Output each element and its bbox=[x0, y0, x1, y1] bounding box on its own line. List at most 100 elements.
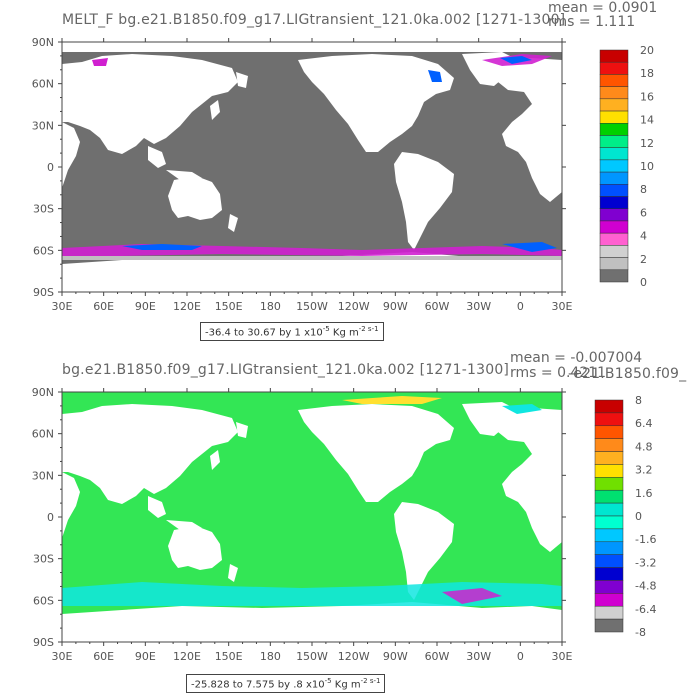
panel-2-colorbar-swatch bbox=[594, 399, 624, 414]
panel-1-range-units: Kg m bbox=[329, 327, 359, 339]
panel-1-colorbar-label: 14 bbox=[640, 114, 654, 127]
panel-1-eurasia bbox=[62, 54, 238, 154]
panel-1-colorbar-label: 12 bbox=[640, 137, 654, 150]
panel-2-lon-label: 150E bbox=[215, 650, 243, 663]
colorbar-layer: 2018161412108642086.44.83.21.60-1.6-3.2-… bbox=[594, 44, 656, 639]
panel-2-colorbar-swatch bbox=[594, 541, 624, 555]
panel-1-colorbar-label: 18 bbox=[640, 67, 654, 80]
panel-1-colorbar-swatch bbox=[599, 220, 629, 234]
panel-1-lat-label: 90N bbox=[32, 36, 54, 49]
panel-1-colorbar-label: 2 bbox=[640, 253, 647, 266]
panel-2-lat-label: 30N bbox=[32, 469, 54, 482]
panel-1-colorbar-label: 16 bbox=[640, 90, 654, 103]
panel-1-colorbar-swatch bbox=[599, 74, 629, 87]
panel-2-lon-label: 90W bbox=[383, 650, 408, 663]
panel-1-lon-label: 60E bbox=[93, 300, 114, 313]
panel-1-lon-label: 90E bbox=[135, 300, 156, 313]
panel-2-lon-label: 30W bbox=[466, 650, 491, 663]
panel-2-colorbar-swatch bbox=[594, 438, 624, 452]
panel-2-title: bg.e21.B1850.f09_g17.LIGtransient_121.0k… bbox=[62, 362, 510, 378]
panel-2-colorbar-swatch bbox=[594, 489, 624, 504]
panel-2-colorbar-label: -4.8 bbox=[635, 580, 656, 593]
panel-1-lon-label: 30W bbox=[466, 300, 491, 313]
panel-2-colorbar-label: 6.4 bbox=[635, 417, 653, 430]
panel-1-arctic-ice bbox=[62, 42, 562, 52]
panel-2-colorbar-swatch bbox=[594, 618, 624, 633]
panel-1-lat-label: 60N bbox=[32, 78, 54, 91]
panel-1-colorbar-swatch bbox=[599, 135, 629, 148]
panel-2-overlap-text: -e21.B1850.f09_ bbox=[568, 366, 687, 382]
panel-1-lon-label: 180 bbox=[260, 300, 281, 313]
panel-2-colorbar-label: 1.6 bbox=[635, 487, 653, 500]
panel-1-colorbar-swatch bbox=[599, 110, 629, 124]
panel-1-colorbar-label: 0 bbox=[640, 276, 647, 289]
panel-2-colorbar-label: -8 bbox=[635, 626, 646, 639]
panel-2-colorbar-label: -3.2 bbox=[635, 556, 656, 569]
panel-2-colorbar-label: 4.8 bbox=[635, 440, 653, 453]
panel-2-lon-label: 30E bbox=[552, 650, 573, 663]
panel-1-colorbar-swatch bbox=[599, 269, 629, 283]
panel-1-colorbar-swatch bbox=[599, 208, 629, 222]
panel-1-lon-label: 0 bbox=[517, 300, 524, 313]
panel-2-colorbar-swatch bbox=[594, 425, 624, 439]
panel-1-africa bbox=[62, 122, 80, 188]
panel-2-lon-label: 0 bbox=[517, 650, 524, 663]
panel-2-range-units: Kg m bbox=[331, 679, 361, 691]
panel-1-australia bbox=[168, 176, 222, 220]
panel-2-lat-label: 60N bbox=[32, 428, 54, 441]
panel-2-colorbar-label: 0 bbox=[635, 510, 642, 523]
panel-2-range-units-exp: -2 s-1 bbox=[360, 677, 381, 685]
panel-2-lat-label: 30S bbox=[33, 553, 54, 566]
panel-1-colorbar-swatch bbox=[599, 232, 629, 246]
panel-1-colorbar-swatch bbox=[599, 49, 629, 63]
panel-1-lat-label: 60S bbox=[33, 244, 54, 257]
panel-1-europe-africa-right bbox=[480, 58, 562, 202]
panel-1-colorbar-swatch bbox=[599, 147, 629, 161]
panel-2-lat-label: 60S bbox=[33, 594, 54, 607]
panel-1-colorbar-swatch bbox=[599, 257, 629, 271]
panel-1-lon-label: 120W bbox=[338, 300, 370, 313]
panel-1-colorbar-swatch bbox=[599, 98, 629, 112]
panel-2-lon-label: 150W bbox=[296, 650, 328, 663]
panel-1-colorbar-swatch bbox=[599, 123, 629, 136]
panel-1-lat-label: 30S bbox=[33, 203, 54, 216]
panel-1-colorbar-swatch bbox=[599, 61, 629, 75]
panel-1-colorbar-swatch bbox=[599, 245, 629, 258]
panel-2-colorbar-swatch bbox=[594, 605, 624, 620]
panel-1-map bbox=[61, 41, 563, 293]
panel-2-range-exp: -5 bbox=[324, 677, 332, 685]
panel-2-colorbar-label: -1.6 bbox=[635, 533, 656, 546]
panel-2-lon-label: 60E bbox=[93, 650, 114, 663]
panel-2-colorbar-swatch bbox=[594, 567, 624, 581]
panel-1-colorbar-swatch bbox=[599, 184, 629, 197]
panel-1-colorbar-label: 4 bbox=[640, 230, 647, 243]
panel-2-lon-label: 90E bbox=[135, 650, 156, 663]
panel-1-colorbar-swatch bbox=[599, 159, 629, 173]
panel-2-colorbar-swatch bbox=[594, 593, 624, 607]
panel-1-lat-label: 30N bbox=[32, 119, 54, 132]
panel-1-colorbar-label: 10 bbox=[640, 160, 654, 173]
panel-2-colorbar-swatch bbox=[594, 580, 624, 594]
panel-1-colorbar-label: 20 bbox=[640, 44, 654, 57]
panel-2-range-label: -25.828 to 7.575 by .8 x10-5 Kg m-2 s-1 bbox=[186, 674, 386, 694]
panel-2-colorbar-swatch bbox=[594, 477, 624, 491]
panel-1-colorbar-label: 6 bbox=[640, 206, 647, 219]
panel-1-range-exp: -5 bbox=[322, 325, 330, 333]
panel-2-lat-label: 90N bbox=[32, 386, 54, 399]
panel-1-range-text: -36.4 to 30.67 by 1 x10 bbox=[205, 327, 323, 339]
panel-2-rms: rms = 0.4211 bbox=[510, 365, 607, 381]
panel-2-colorbar-label: 8 bbox=[635, 394, 642, 407]
panel-1-colorbar-swatch bbox=[599, 171, 629, 185]
panel-2-lon-label: 60W bbox=[425, 650, 450, 663]
panel-1-north-america bbox=[298, 54, 454, 152]
panel-1-lon-label: 90W bbox=[383, 300, 408, 313]
panel-2-lat-label: 0 bbox=[47, 511, 54, 524]
panel-2-colorbar-swatch bbox=[594, 412, 624, 427]
panel-2-lon-label: 120E bbox=[173, 650, 201, 663]
panel-1-south-america bbox=[394, 152, 454, 250]
panel-1-antarctica bbox=[62, 252, 562, 292]
panel-2-map bbox=[61, 391, 563, 643]
panel-2-lon-label: 30E bbox=[52, 650, 73, 663]
